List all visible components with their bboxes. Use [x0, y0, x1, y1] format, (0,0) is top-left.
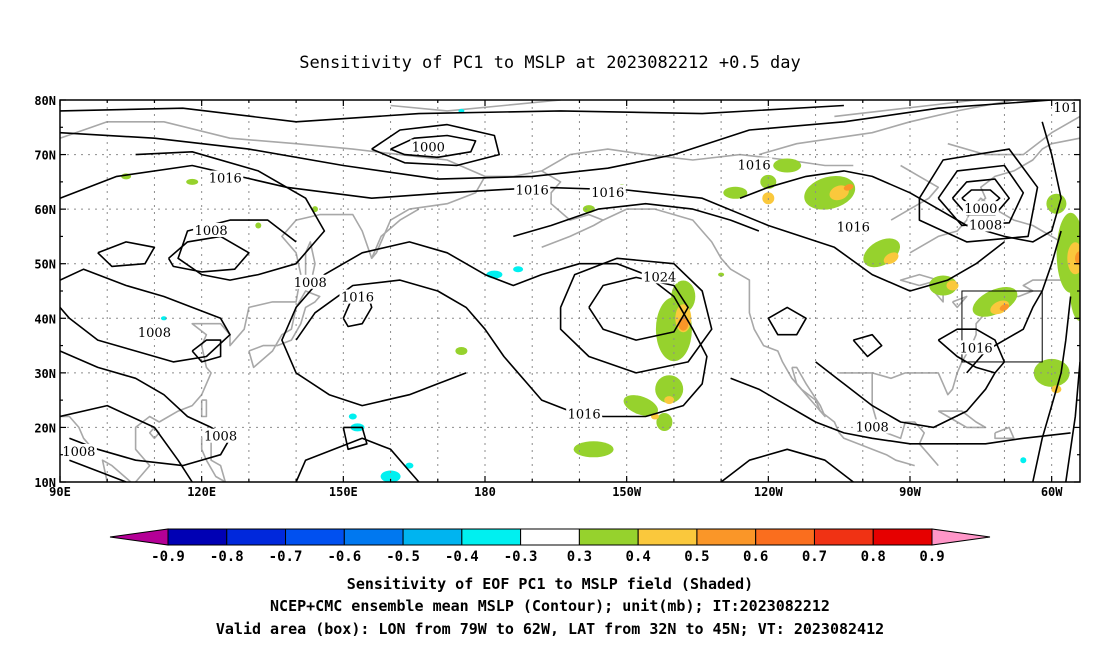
lat-label: 60N [34, 203, 56, 217]
colorbar-box [813, 528, 874, 546]
colorbar-box [578, 528, 639, 546]
colorbar-tick-label: -0.4 [445, 549, 479, 565]
lat-lon-grid [60, 100, 1080, 482]
colorbar-box [637, 528, 698, 546]
colorbar-tick-label: -0.5 [386, 549, 420, 565]
colorbar-low-triangle [109, 528, 169, 546]
contour-label: 1008 [204, 430, 237, 445]
lat-label: 80N [34, 94, 56, 108]
contour-label: 1016 [591, 186, 624, 201]
caption-line-3: Valid area (box): LON from 79W to 62W, L… [216, 620, 884, 638]
contour-label-bg [202, 428, 239, 443]
contour-label-bg [736, 157, 773, 172]
contour-label-bg [136, 325, 173, 340]
lat-label: 10N [34, 476, 56, 490]
contour-label: 1008 [62, 445, 95, 460]
lon-label: 120W [754, 485, 784, 499]
caption-line-1: Sensitivity of EOF PC1 to MSLP field (Sh… [347, 575, 753, 593]
contour-label: 1024 [643, 270, 676, 285]
lon-label: 150E [329, 485, 358, 499]
lon-label: 150W [612, 485, 642, 499]
colorbar-box [402, 528, 463, 546]
map-title: Sensitivity of PC1 to MSLP at 2023082212… [299, 53, 801, 73]
contour-label-bg [962, 201, 999, 216]
contour-label: 1008 [195, 224, 228, 239]
lat-label: 20N [34, 421, 56, 435]
contour-label-bg [410, 139, 447, 154]
contour-label: 1016 [960, 341, 993, 356]
latitude-labels: 80N 70N 60N 50N 40N 30N 20N 10N [34, 94, 56, 490]
contour-label: 1008 [138, 326, 171, 341]
contour-label-bg [589, 184, 626, 199]
contour-label-bg [60, 443, 97, 458]
colorbar-high-triangle [931, 528, 991, 546]
contour-label: 1016 [568, 407, 601, 422]
lon-label: 180 [474, 485, 496, 499]
colorbar-tick-label: -0.8 [210, 549, 244, 565]
colorbar-tick-label: 0.9 [919, 549, 944, 565]
contour-label-bg [193, 222, 230, 237]
colorbar-box [520, 528, 580, 546]
contour-label-bg [641, 269, 678, 284]
colorbar-box [696, 528, 757, 546]
lat-label: 40N [34, 312, 56, 326]
valid-area-box [961, 290, 1043, 363]
lon-label: 90E [49, 485, 71, 499]
contour-label: 1016 [837, 221, 870, 236]
lat-label: 50N [34, 258, 56, 272]
contour-label: 101 [1053, 101, 1078, 116]
lon-label: 120E [187, 485, 216, 499]
longitude-labels: 90E 120E 150E 180 150W 120W 90W 60W [49, 485, 1063, 499]
contour-label-bg [958, 340, 995, 355]
contour-labels: 1000 1016 1016 1016 1016 1000 1008 1016 1008 1008… [60, 100, 1080, 460]
lat-label: 30N [34, 367, 56, 381]
colorbar-tick-label: 0.4 [626, 549, 651, 565]
lat-label: 70N [34, 149, 56, 163]
contour-label-bg [854, 419, 891, 434]
colorbar-box [872, 528, 933, 546]
contour-label: 1016 [209, 172, 242, 187]
colorbar-tick-label: -0.6 [327, 549, 361, 565]
contour-label: 1016 [738, 158, 771, 173]
contour-label-bg [207, 170, 244, 185]
colorbar-tick-label: -0.7 [269, 549, 303, 565]
colorbar-labels: -0.9 -0.8 -0.7 -0.6 -0.5 -0.4 -0.3 0.3 0.4 0.5 0.6… [151, 549, 945, 565]
colorbar [109, 528, 991, 546]
colorbar-tick-label: 0.8 [861, 549, 886, 565]
sensitivity-shading [121, 108, 1080, 482]
map-area: 1000 1016 1016 1016 1016 1000 1008 1016 1008 1008… [60, 100, 1080, 482]
contour-label-bg [292, 274, 329, 289]
contour-label-bg [339, 289, 376, 304]
colorbar-box [755, 528, 815, 546]
contour-label: 1008 [969, 219, 1002, 234]
contour-label: 1016 [516, 184, 549, 199]
contour-label: 1008 [856, 420, 889, 435]
colorbar-tick-label: -0.3 [504, 549, 538, 565]
axis-ticks [59, 99, 1080, 483]
contour-label: 1000 [412, 140, 445, 155]
lon-label: 60W [1041, 485, 1063, 499]
colorbar-box [461, 528, 522, 546]
colorbar-tick-label: 0.6 [743, 549, 768, 565]
contour-label-bg [514, 182, 551, 197]
contour-label-bg [967, 217, 1004, 232]
colorbar-tick-label: 0.3 [567, 549, 592, 565]
contour-label: 1016 [341, 291, 374, 306]
colorbar-box [226, 528, 287, 546]
lon-label: 90W [899, 485, 921, 499]
colorbar-box [167, 528, 228, 546]
mslp-contours [60, 100, 1080, 482]
contour-label-bg [835, 219, 872, 234]
colorbar-box [343, 528, 404, 546]
contour-label: 1008 [294, 276, 327, 291]
colorbar-tick-label: -0.9 [151, 549, 185, 565]
contour-label-bg [1051, 100, 1080, 115]
contour-label-bg [566, 406, 603, 421]
colorbar-tick-label: 0.7 [802, 549, 827, 565]
caption-line-2: NCEP+CMC ensemble mean MSLP (Contour); u… [270, 597, 830, 615]
colorbar-box [285, 528, 345, 546]
colorbar-tick-label: 0.5 [684, 549, 709, 565]
contour-label: 1000 [964, 202, 997, 217]
